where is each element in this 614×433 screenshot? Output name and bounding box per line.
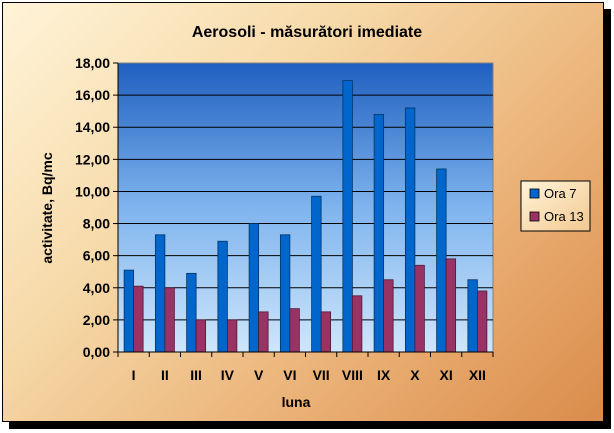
y-tick-label: 6,00: [83, 248, 110, 264]
bar-ora-7-I: [123, 269, 135, 353]
x-tick-label: IV: [221, 367, 235, 383]
legend-label-ora-7: Ora 7: [544, 186, 577, 201]
bar-ora-7-VII: [311, 195, 322, 353]
bar-ora-7-III: [186, 272, 197, 353]
y-tick-label: 2,00: [83, 312, 110, 328]
bar-ora-7-X: [404, 107, 416, 353]
legend: Ora 7 Ora 13: [520, 180, 591, 232]
legend-swatch-ora-13: [529, 211, 540, 222]
bar-ora-13-X: [414, 264, 425, 353]
x-tick-label: XII: [469, 367, 486, 383]
bar-ora-13-VIII: [351, 295, 363, 353]
bar-ora-7-VI: [279, 234, 291, 353]
bar-ora-7-XII: [467, 279, 478, 353]
bar-ora-7-IV: [217, 240, 228, 353]
y-tick-label: 0,00: [83, 344, 110, 360]
bar-ora-13-III: [195, 319, 207, 353]
y-tick-label: 12,00: [75, 151, 110, 167]
bar-ora-13-IX: [383, 279, 394, 353]
bar-ora-13-II: [164, 287, 175, 353]
bar-ora-7-IX: [373, 113, 385, 353]
bar-ora-13-V: [258, 311, 269, 353]
x-tick-label: II: [161, 367, 169, 383]
y-tick-label: 14,00: [75, 119, 110, 135]
bar-ora-7-II: [154, 234, 166, 353]
x-axis-label: luna: [282, 394, 311, 410]
x-tick-label: VII: [313, 367, 330, 383]
chart-title: Aerosoli - măsurători imediate: [192, 24, 422, 41]
x-tick-label: VIII: [342, 367, 363, 383]
y-tick-label: 18,00: [75, 55, 110, 71]
bar-ora-13-I: [133, 285, 144, 353]
y-tick-label: 4,00: [83, 280, 110, 296]
bar-ora-13-VI: [289, 308, 300, 353]
x-tick-label: VI: [283, 367, 296, 383]
bar-ora-13-XI: [445, 258, 457, 353]
x-tick-label: V: [254, 367, 264, 383]
y-tick-label: 16,00: [75, 87, 110, 103]
bar-ora-7-V: [248, 223, 260, 353]
x-tick-label: III: [190, 367, 202, 383]
bar-ora-7-VIII: [342, 80, 353, 353]
x-tick-label: IX: [377, 367, 391, 383]
plot-area: [117, 62, 494, 353]
legend-swatch-ora-7: [529, 188, 540, 199]
x-tick-label: X: [410, 367, 420, 383]
x-tick-label: I: [132, 367, 136, 383]
bar-ora-13-IV: [226, 319, 238, 353]
x-tick-label: XI: [440, 367, 453, 383]
bar-ora-13-VII: [320, 311, 332, 353]
y-tick-label: 8,00: [83, 216, 110, 232]
bar-ora-7-XI: [436, 168, 447, 353]
y-axis-label: activitate, Bq/mc: [39, 152, 55, 263]
legend-label-ora-13: Ora 13: [544, 209, 584, 224]
bar-ora-13-XII: [476, 290, 488, 353]
y-tick-label: 10,00: [75, 183, 110, 199]
